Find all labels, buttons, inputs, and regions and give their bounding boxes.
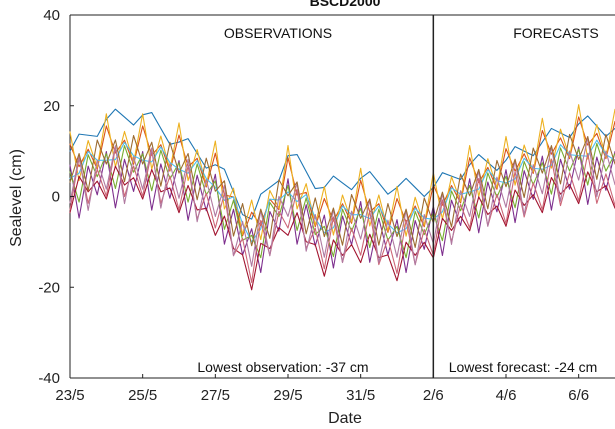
series-line-8	[69, 137, 615, 267]
x-tick-label-1: 25/5	[128, 387, 157, 404]
y-tick-label-0: 40	[43, 7, 60, 24]
y-axis: 40 20 0 -20 -40	[38, 7, 74, 387]
x-tick-label-7: 6/6	[568, 387, 589, 404]
plot-area: OBSERVATIONS FORECASTS Lowest observatio…	[69, 14, 615, 379]
y-axis-title: Sealevel (cm)	[8, 149, 25, 247]
x-axis-title: Date	[328, 410, 362, 427]
series-line-4	[69, 142, 615, 259]
series-line-0	[69, 108, 615, 220]
lowest-forecast-label: Lowest forecast: -24 cm	[449, 359, 598, 375]
y-tick-label-3: -20	[38, 279, 60, 296]
x-tick-label-4: 31/5	[346, 387, 375, 404]
y-tick-label-1: 20	[43, 98, 60, 115]
x-axis: 23/5 25/5 27/5 29/5 31/5 2/6 4/6 6/6	[55, 374, 589, 404]
x-tick-label-5: 2/6	[423, 387, 444, 404]
series-line-3	[69, 146, 615, 274]
x-tick-label-6: 4/6	[496, 387, 517, 404]
series-line-9	[69, 133, 615, 248]
series-line-5	[69, 139, 615, 243]
series-line-1	[69, 116, 615, 237]
series-line-6	[69, 165, 615, 291]
forecasts-label: FORECASTS	[513, 25, 599, 41]
lowest-observation-label: Lowest observation: -37 cm	[197, 359, 368, 375]
x-tick-label-0: 23/5	[55, 387, 84, 404]
y-tick-label-4: -40	[38, 370, 60, 387]
y-tick-label-2: 0	[52, 189, 60, 206]
x-tick-label-3: 29/5	[273, 387, 302, 404]
observations-label: OBSERVATIONS	[224, 25, 332, 41]
series-layer	[69, 104, 615, 291]
series-line-2	[69, 104, 615, 241]
chart-title: BSCD2000	[310, 0, 381, 9]
x-tick-label-2: 27/5	[201, 387, 230, 404]
